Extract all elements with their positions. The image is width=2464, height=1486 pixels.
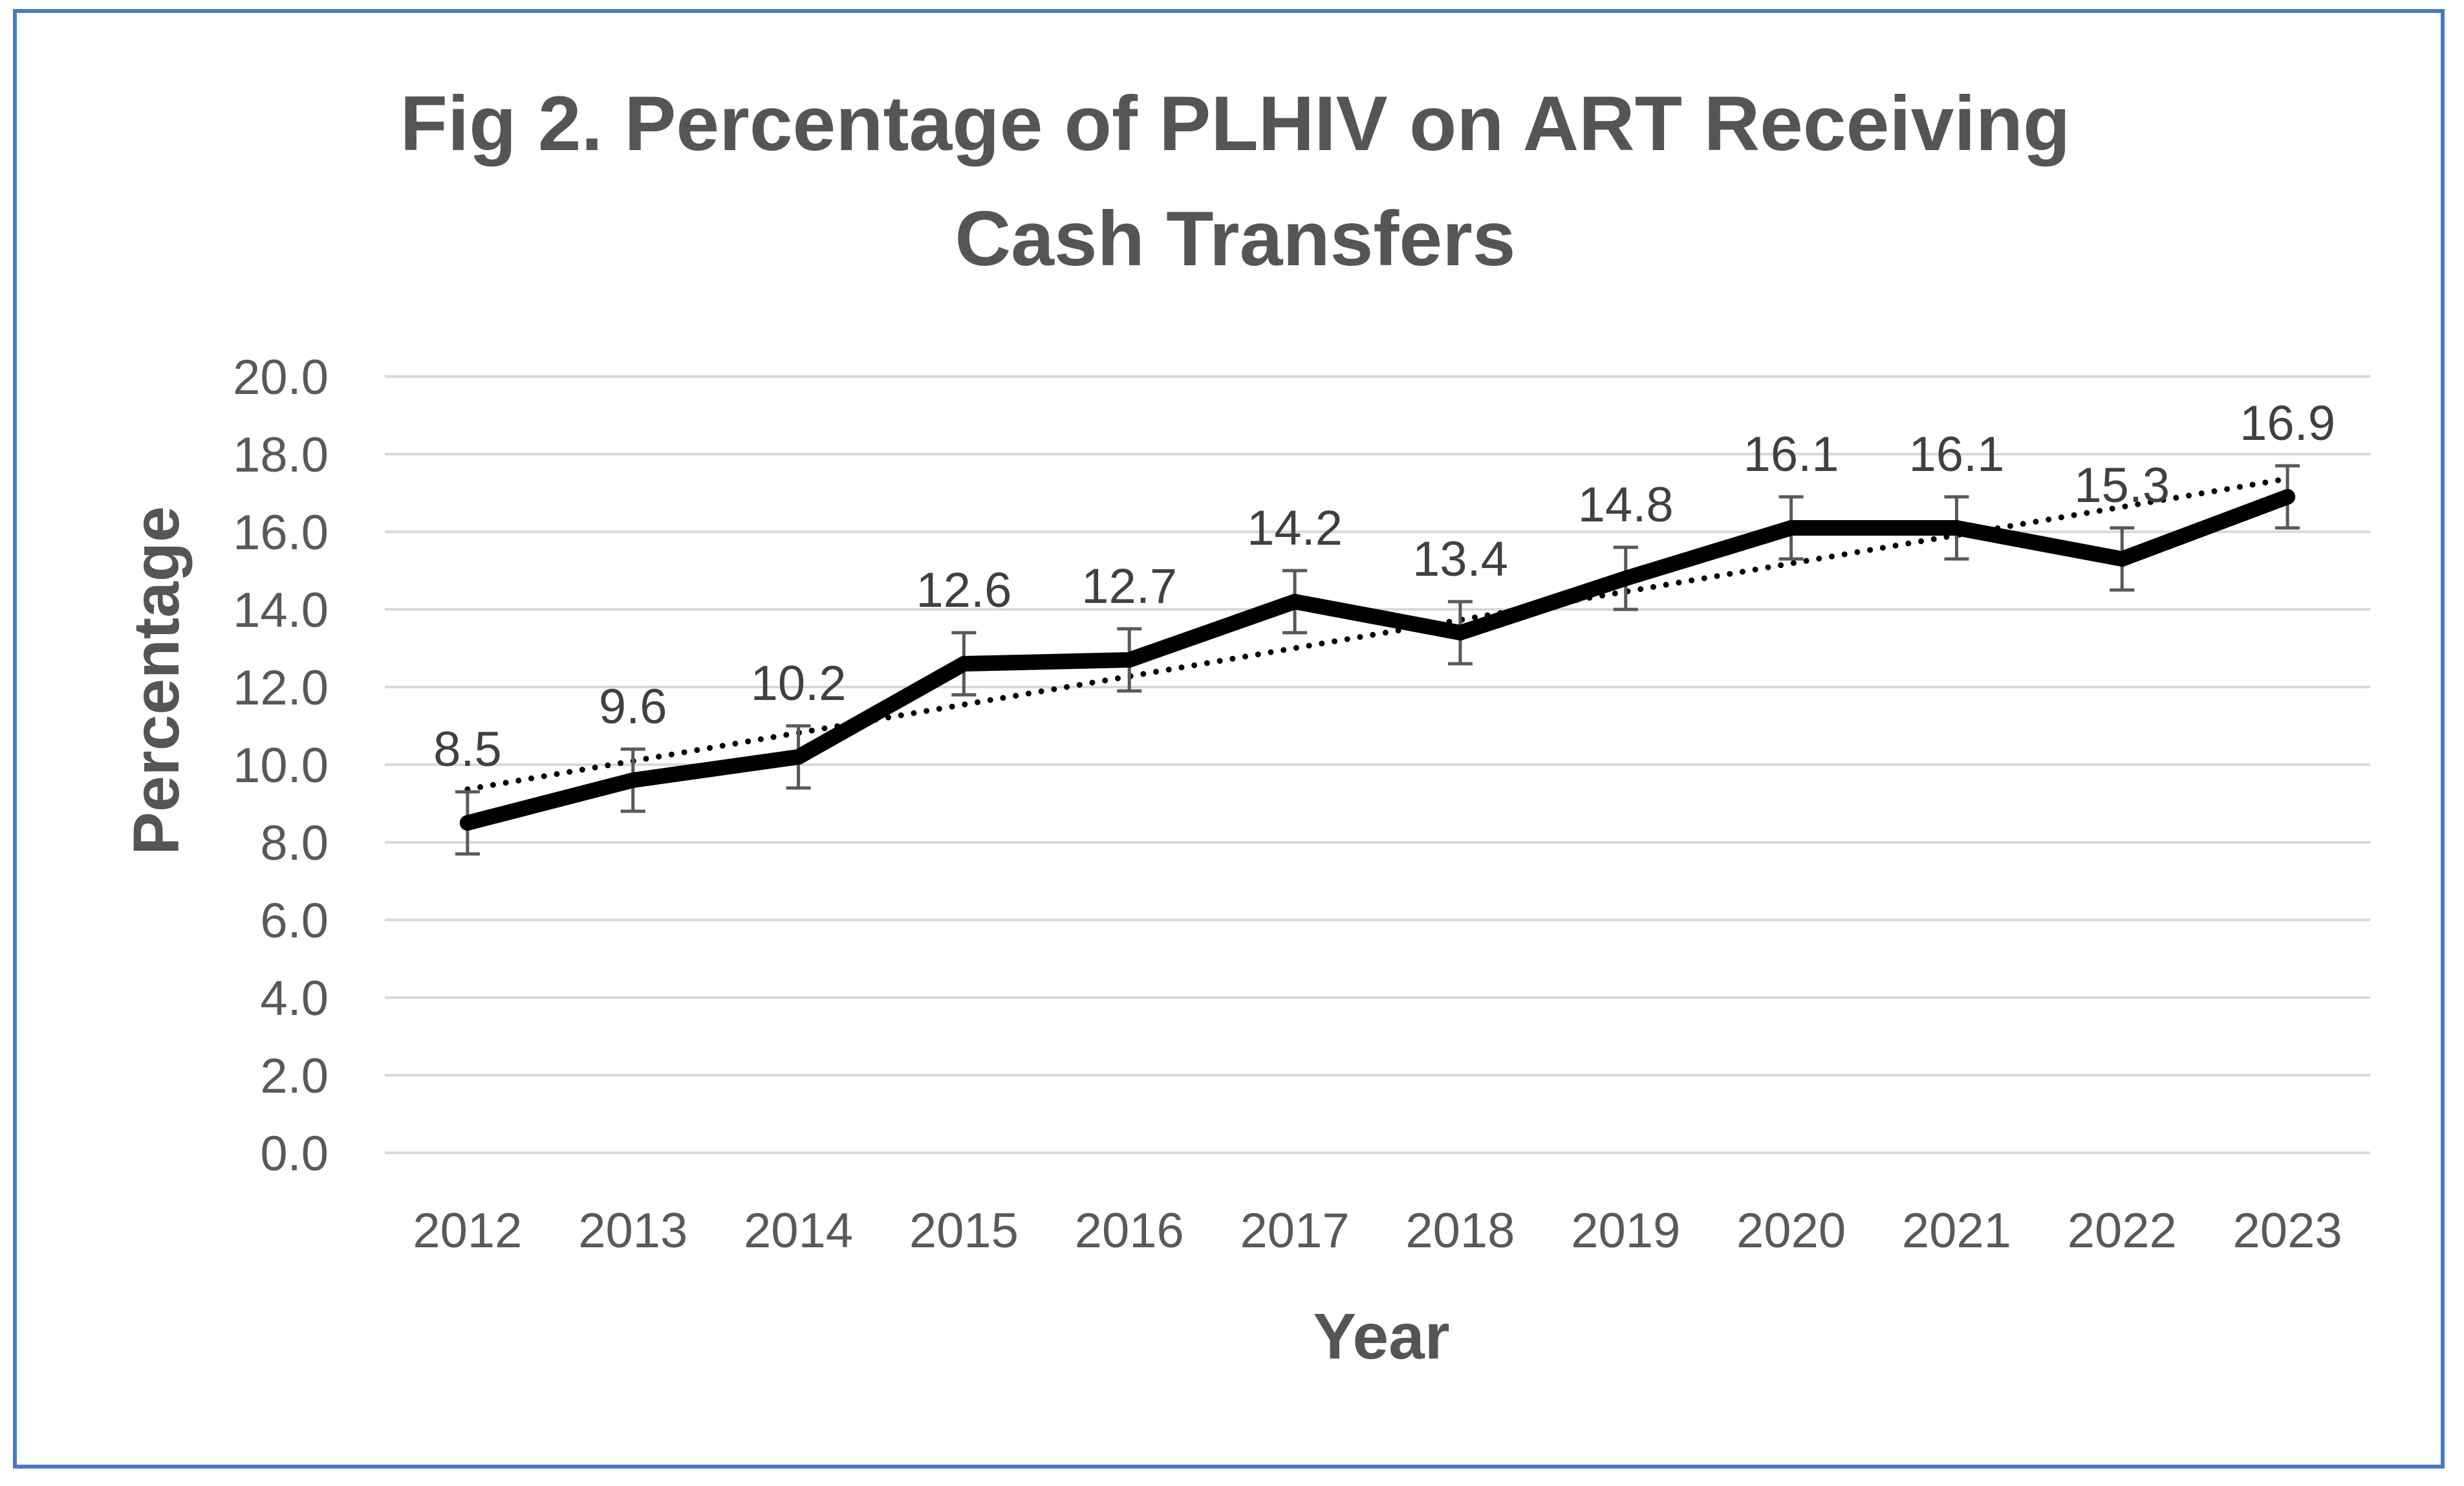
data-point [956,656,972,672]
x-tick-label: 2015 [909,1203,1019,1258]
data-point [1617,571,1634,586]
x-tick-label: 2023 [2233,1203,2342,1258]
data-label: 9.6 [599,679,667,734]
data-label: 10.2 [751,656,847,711]
series-line [459,489,2296,831]
x-tick-label: 2018 [1405,1203,1515,1258]
y-axis-ticks: 0.0 2.0 4.0 6.0 8.0 10.0 12.0 14.0 16.0 18.0 20.0 [233,350,329,1181]
x-tick-label: 2012 [413,1203,522,1258]
y-tick-label: 16.0 [233,505,329,560]
data-label: 15.3 [2074,458,2170,513]
data-labels: 8.5 9.6 10.2 12.6 12.7 14.2 13.4 14.8 16.1 16.1 15… [433,396,2335,777]
y-tick-label: 12.0 [233,661,329,716]
series-line-path [459,489,2296,831]
data-label: 16.9 [2240,396,2335,451]
x-axis-ticks: 2012 2013 2014 2015 2016 2017 2018 2019 2020 2021… [413,1203,2342,1258]
data-point [2280,489,2296,505]
y-tick-label: 0.0 [260,1126,329,1181]
y-tick-label: 20.0 [233,350,329,405]
y-tick-label: 18.0 [233,428,329,483]
data-label: 12.6 [916,563,1011,618]
x-axis-title: Year [1313,1300,1449,1373]
y-tick-label: 4.0 [260,971,329,1026]
y-tick-label: 10.0 [233,738,329,793]
data-point [1452,625,1468,640]
gridlines [385,375,2370,1154]
chart-title-line-2: Cash Transfers [955,195,1515,282]
data-point [2114,551,2130,567]
trendline-path [464,475,2291,792]
x-tick-label: 2021 [1902,1203,2011,1258]
data-point [625,772,641,788]
y-tick-label: 8.0 [260,816,329,871]
data-label: 14.8 [1578,477,1674,532]
y-tick-label: 2.0 [260,1049,329,1104]
x-tick-label: 2017 [1240,1203,1350,1258]
x-tick-label: 2016 [1075,1203,1184,1258]
data-label: 12.7 [1081,559,1177,614]
data-label: 16.1 [1908,427,2004,482]
chart-title-line-1: Fig 2. Percentage of PLHIV on ART Receiv… [400,80,2071,167]
x-tick-label: 2014 [744,1203,853,1258]
data-point [1121,652,1138,668]
data-label: 13.4 [1412,532,1508,587]
x-tick-label: 2020 [1736,1203,1846,1258]
data-label: 8.5 [433,722,502,777]
data-point [1287,594,1303,609]
x-tick-label: 2019 [1571,1203,1680,1258]
x-tick-label: 2022 [2068,1203,2177,1258]
trendline [464,475,2291,792]
data-point [790,749,806,765]
x-tick-label: 2013 [578,1203,687,1258]
data-label: 16.1 [1744,427,1839,482]
y-axis-title: Percentage [120,506,193,855]
y-tick-label: 6.0 [260,893,329,948]
y-tick-label: 14.0 [233,583,329,638]
data-label: 14.2 [1247,501,1343,556]
data-point [1783,520,1799,536]
chart-frame [13,9,2445,1469]
chart-title: Fig 2. Percentage of PLHIV on ART Receiv… [400,80,2071,282]
data-point [459,815,475,831]
data-point [1949,520,1965,536]
